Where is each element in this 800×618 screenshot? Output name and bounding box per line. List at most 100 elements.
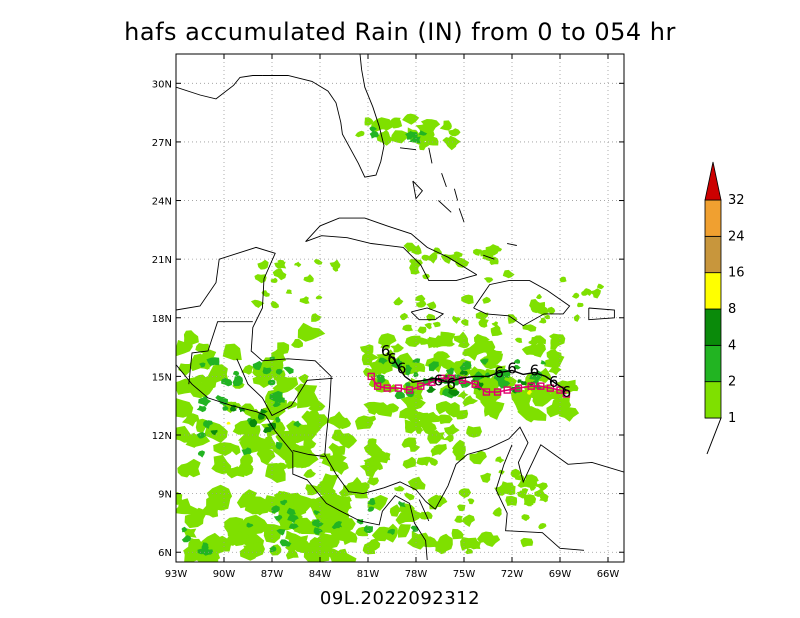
rain-area-light [327,411,348,429]
rain-area-light [366,476,379,486]
rain-area-medium [313,510,321,516]
rain-area-light [538,317,547,324]
tick-label-lon: 78W [405,569,428,580]
map-frame [175,53,625,563]
rain-area-medium [286,507,296,515]
rain-area-light [454,409,469,420]
rain-area-light [415,426,424,434]
rain-area-light [176,498,198,515]
rain-area-medium [252,360,263,371]
rain-area-medium [394,390,405,400]
rain-area-light [521,515,530,522]
rain-area-light [355,130,365,138]
observed-track-marker [527,382,535,390]
rain-area-light [535,307,545,314]
rain-area-light [424,136,439,146]
rain-area-medium [279,539,292,547]
rain-area-light [397,524,411,538]
rain-area-light [480,472,492,483]
rain-area-light [426,252,438,264]
rain-area-light [294,383,319,403]
rain-area-light [303,436,317,450]
rain-area-light [530,341,546,358]
rain-area-medium [408,136,421,144]
rain-area-light [272,268,287,281]
rain-area-light [428,457,438,466]
rain-area-light [285,289,292,294]
rain-area-light [321,473,339,490]
rain-area-light [482,296,492,304]
rain-area-light [405,335,422,347]
hispaniola-coast [473,280,571,327]
rain-area-light [291,338,303,348]
rain-area-light [331,429,347,442]
tick-label-lon: 69W [549,569,572,580]
rain-area-light [206,484,233,508]
rain-area-light [484,402,498,417]
rain-area-light [277,342,290,356]
rain-area-light [469,450,487,465]
rain-area-light [393,296,404,306]
rain-area-light [250,299,265,308]
rain-area-medium [459,360,472,372]
colorbar-label: 24 [728,229,745,244]
rain-area-medium [196,432,206,439]
observed-track-marker [514,384,523,392]
rain-area-light [462,514,475,527]
rain-area-light [549,333,566,346]
rain-area-light [293,539,311,553]
rain-area-heavy [520,380,527,386]
model-track-marker: 6 [387,350,397,368]
rain-area-light [389,117,401,128]
rain-area-light [447,253,461,263]
rain-area-light [420,536,438,548]
colorbar-segment [704,235,722,274]
rain-area-light [465,547,473,555]
rain-area-light [433,444,445,453]
rain-area-medium [369,126,378,133]
rain-area-light [303,274,314,283]
rain-area-light [432,321,441,328]
rain-area-medium [480,358,489,365]
rain-area-light [263,524,283,544]
tick-label-lat: 6N [158,548,172,559]
rain-area-light [415,294,426,303]
rain-area-light [421,421,437,435]
rain-area-light [183,330,199,345]
rain-area-heavy [249,418,258,428]
colorbar-lower-tail [705,417,722,455]
rain-area-light [457,504,466,512]
tick-label-lat: 12N [152,431,172,442]
rain-area-light [451,528,464,540]
rain-area-light [239,547,259,561]
rain-area-medium [405,364,413,372]
rain-area-medium [367,497,376,506]
colorbar-segment [704,308,722,346]
rain-area-light [311,545,325,554]
rain-area-light [211,454,232,475]
model-track-marker: 6 [530,362,540,380]
rain-area-light [408,422,421,431]
rain-area-light [294,261,302,268]
rain-area-medium [241,447,252,456]
rain-area-light [335,494,352,506]
rain-area-light [241,364,254,375]
rain-peak [526,389,533,395]
rain-area-light [375,117,393,131]
rain-area-light [315,295,323,300]
colombia-panama-border [418,499,430,522]
rain-area-light [367,438,377,448]
rain-area-light [495,456,505,464]
rain-area-medium [262,367,272,375]
model-track-marker: 6 [507,360,517,378]
observed-track-marker [383,384,391,392]
bahamas-exuma [438,200,452,213]
bahamas-grand [399,147,417,151]
rain-area-light [363,401,381,415]
rain-area-light [532,389,553,407]
rain-area-light [427,341,434,348]
rain-area-light [240,452,253,469]
rain-area-light [410,244,422,255]
colorbar-label: 16 [728,266,745,281]
tick-label-lon: 81W [357,569,380,580]
